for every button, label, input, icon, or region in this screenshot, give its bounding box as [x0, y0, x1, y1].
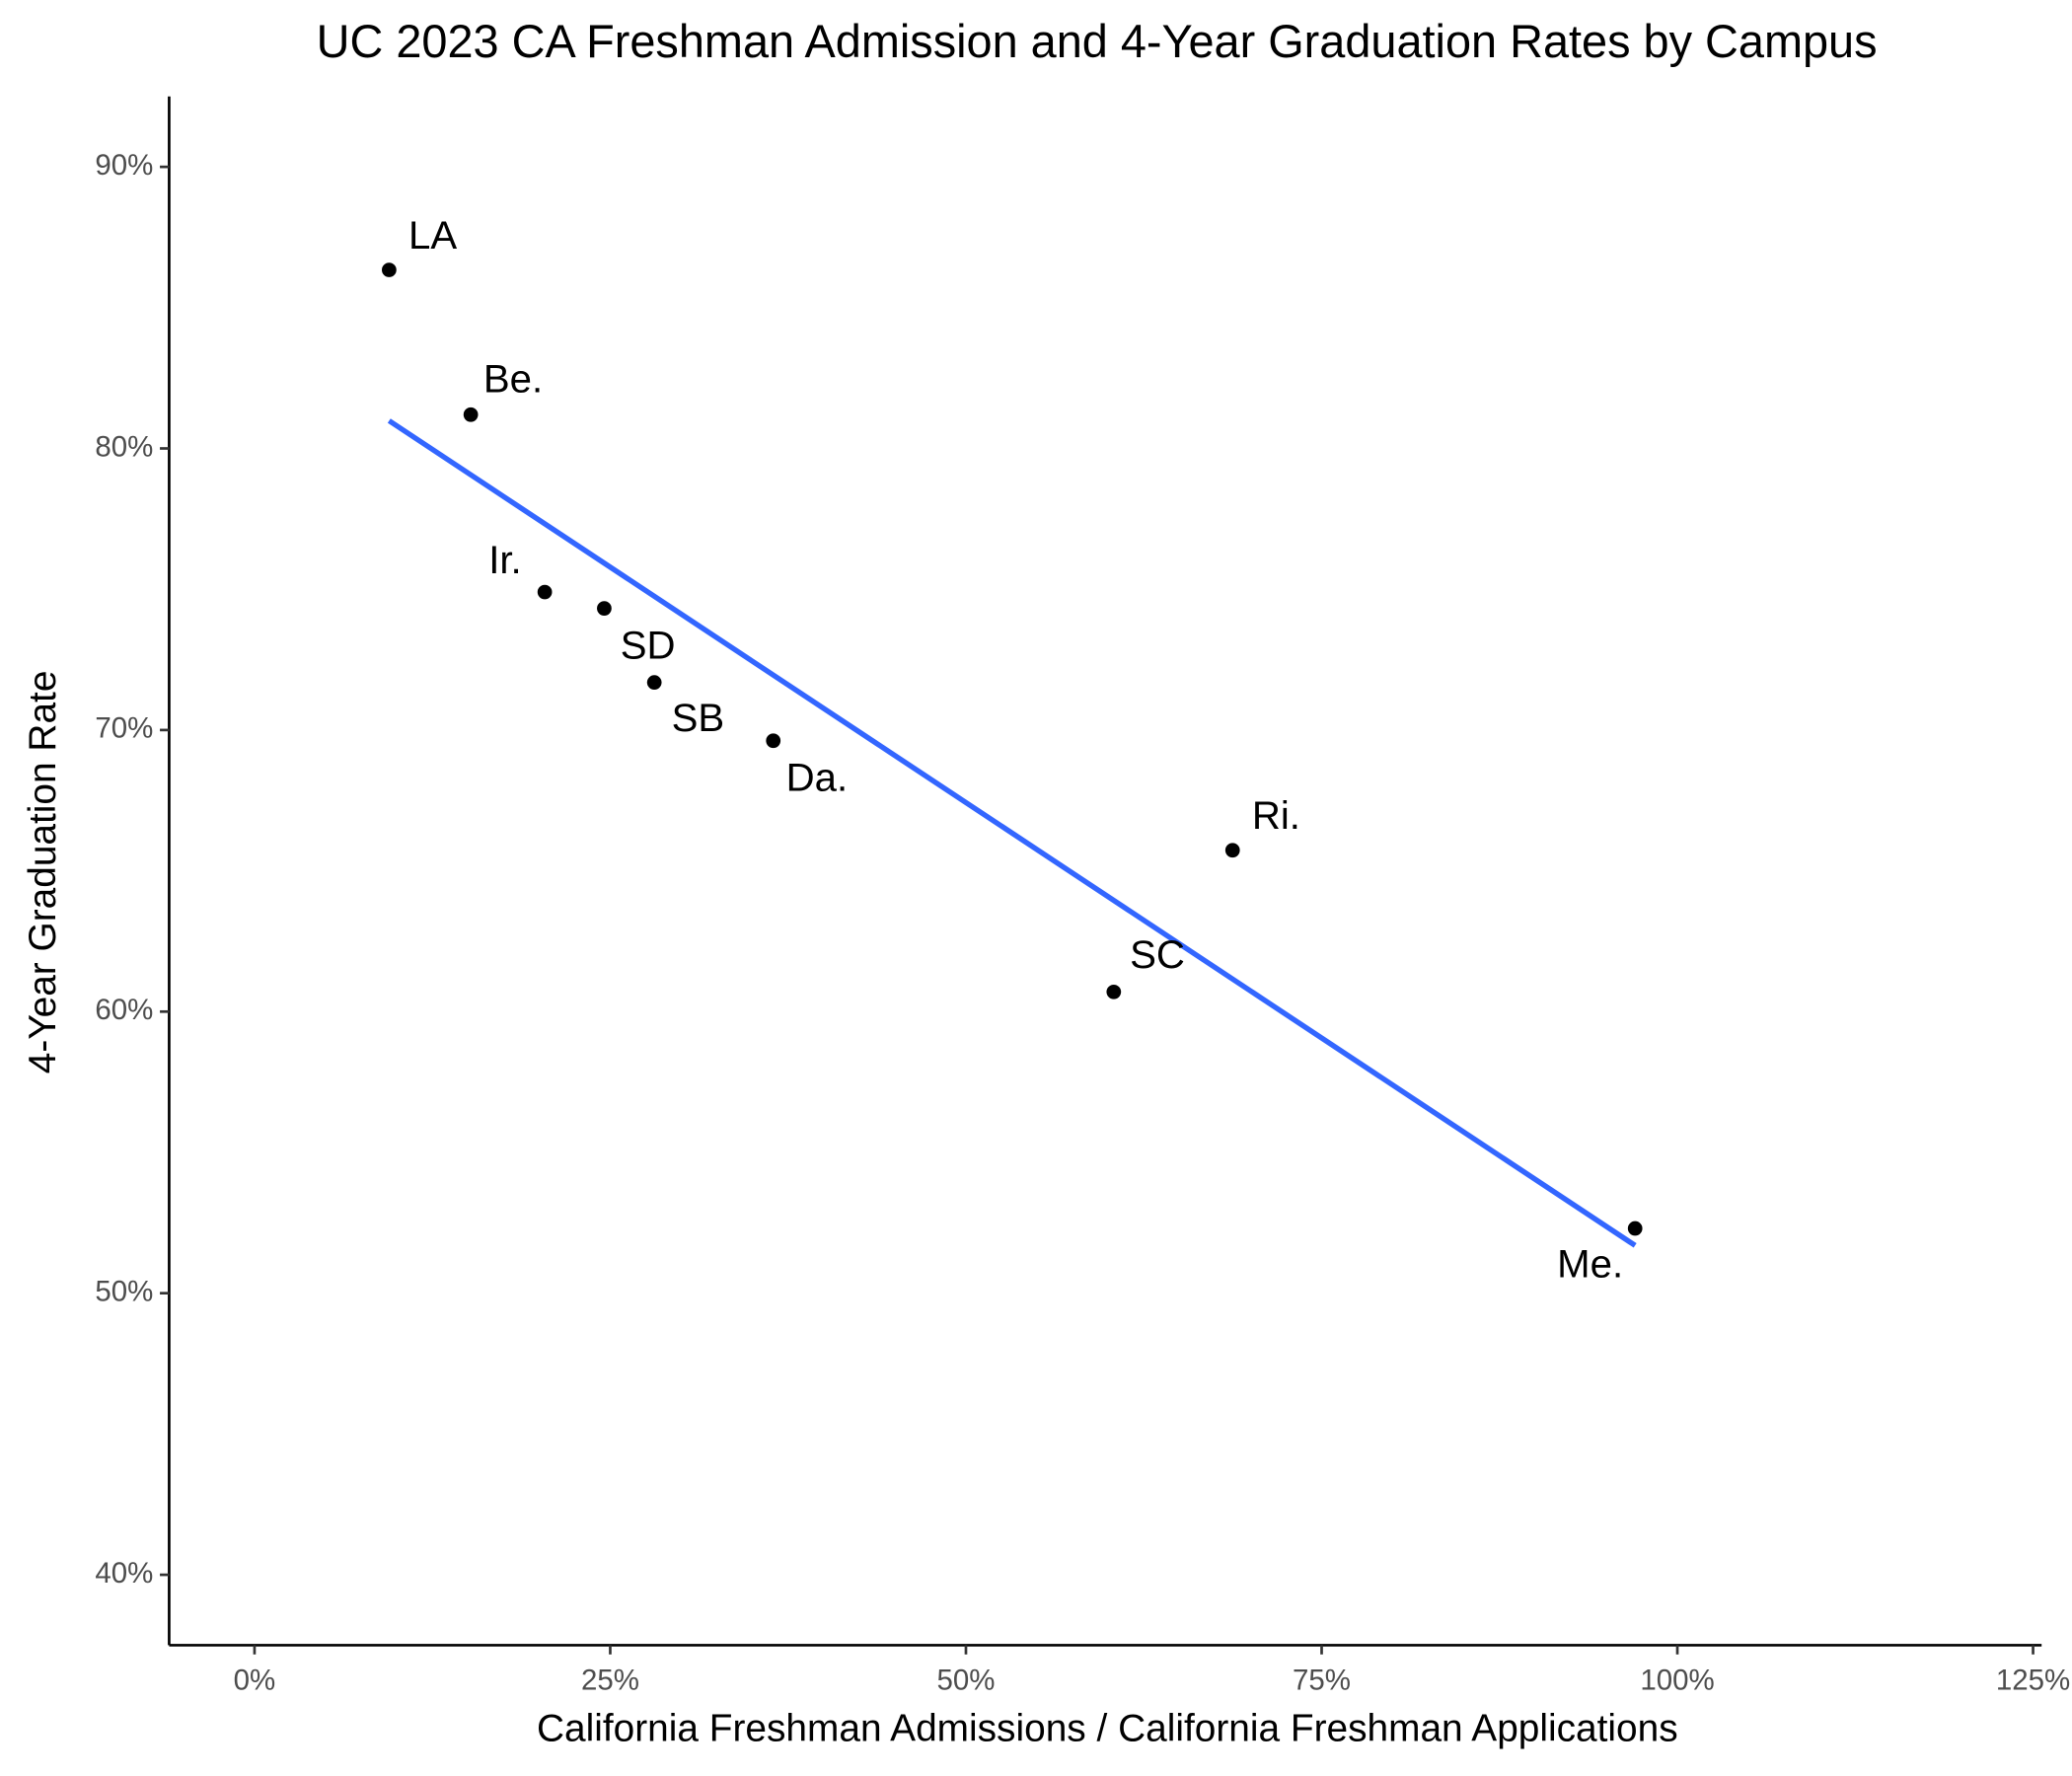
point-label: Be. — [483, 356, 543, 401]
point-label: LA — [408, 213, 457, 258]
y-tick-label: 80% — [95, 430, 153, 463]
point — [463, 407, 479, 422]
y-axis-title: 4-Year Graduation Rate — [22, 671, 64, 1074]
y-tick-label: 50% — [95, 1275, 153, 1307]
y-tick-label: 70% — [95, 712, 153, 745]
chart-title: UC 2023 CA Freshman Admission and 4-Year… — [317, 16, 1878, 67]
x-tick-label: 0% — [234, 1665, 276, 1697]
point-label: SB — [672, 696, 725, 740]
y-tick-label: 90% — [95, 149, 153, 182]
point — [537, 584, 553, 600]
point-label: Me. — [1557, 1241, 1623, 1286]
y-tick-label: 60% — [95, 994, 153, 1026]
point-label: Ir. — [488, 538, 521, 582]
x-tick-label: 100% — [1640, 1665, 1714, 1697]
point — [1224, 843, 1240, 858]
x-axis-title: California Freshman Admissions / Califor… — [537, 1708, 1678, 1750]
point — [1627, 1221, 1643, 1236]
point-label: SD — [621, 623, 676, 667]
point — [646, 675, 662, 691]
point-label: SC — [1130, 932, 1185, 977]
y-tick-label: 40% — [95, 1557, 153, 1590]
x-tick-label: 25% — [581, 1665, 639, 1697]
x-tick-label: 75% — [1293, 1665, 1351, 1697]
point — [1106, 984, 1122, 999]
point-label: Da. — [786, 756, 849, 800]
trend-line — [387, 418, 1637, 1248]
point — [766, 733, 781, 749]
point — [597, 601, 612, 616]
point — [382, 262, 397, 277]
point-label: Ri. — [1252, 793, 1300, 838]
x-tick-label: 50% — [937, 1665, 996, 1697]
x-tick-label: 125% — [1996, 1665, 2070, 1697]
